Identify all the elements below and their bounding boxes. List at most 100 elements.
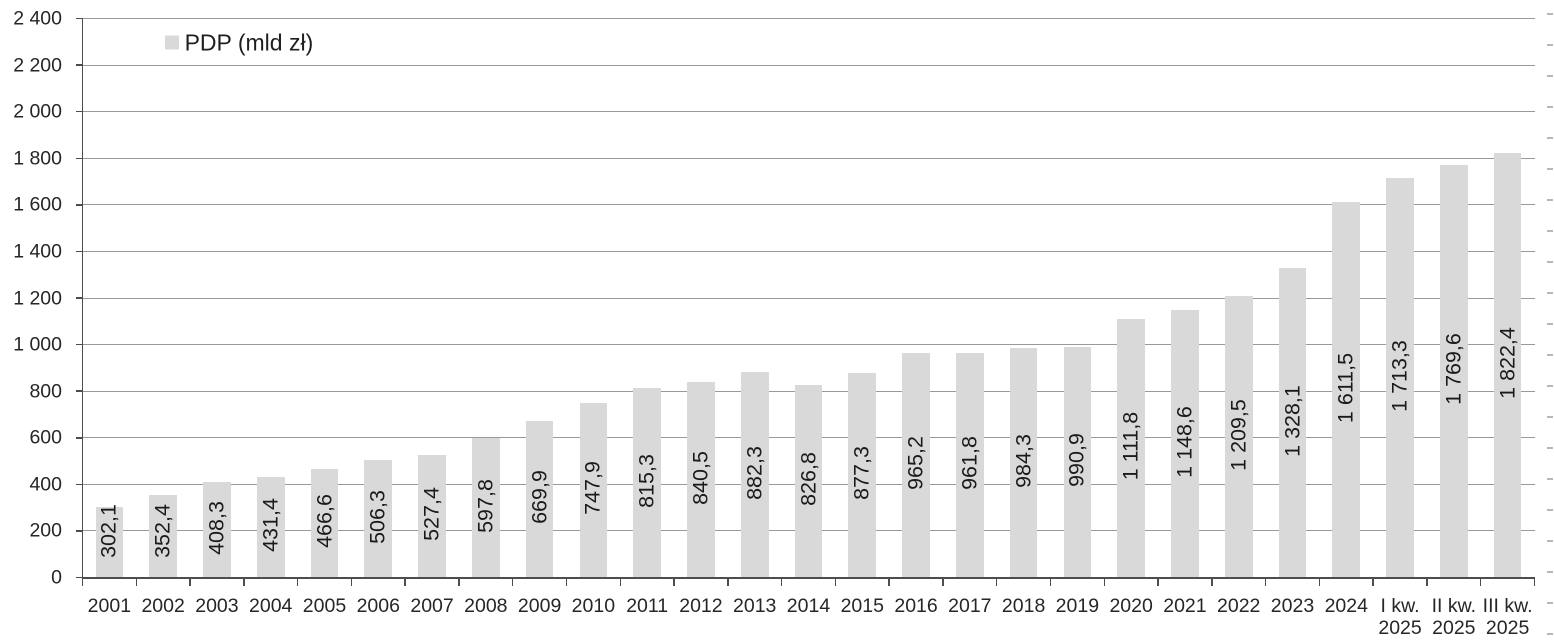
x-axis-category-label-line: 2014: [786, 594, 831, 617]
secondary-axis-tick: [1547, 230, 1553, 232]
bar-value-label: 747,9: [580, 461, 605, 516]
y-axis-tick-label: 200: [29, 519, 62, 542]
x-axis-category-label: 2019: [1056, 595, 1099, 618]
x-axis-category-label-line: 2011: [626, 594, 669, 617]
x-axis-tick: [404, 576, 406, 586]
x-axis-category-label-line: 2019: [1055, 594, 1100, 617]
x-axis-category-label: 2007: [410, 595, 453, 618]
x-axis-tick: [942, 576, 944, 586]
secondary-axis-tick: [1547, 75, 1553, 77]
y-axis-tick-label: 400: [29, 473, 62, 496]
y-axis-tick-label: 800: [29, 379, 62, 402]
x-axis-line: [82, 576, 1535, 579]
x-axis-category-label: 2015: [841, 595, 884, 618]
secondary-axis-tick: [1547, 13, 1553, 15]
bar-value-label: 826,8: [795, 452, 820, 507]
secondary-axis-tick: [1547, 199, 1553, 201]
bar-value-label: 1 611,5: [1333, 352, 1358, 423]
x-axis-category-label-line: 2002: [141, 594, 185, 617]
x-axis-category-label: 2023: [1271, 595, 1314, 618]
x-axis-tick: [81, 576, 84, 586]
x-axis-tick: [1103, 576, 1106, 586]
y-axis-tick-label: 2 200: [13, 53, 62, 76]
x-axis-tick: [1264, 576, 1267, 586]
bar-value-label: 1 111,8: [1118, 411, 1143, 481]
x-axis-tick: [1211, 576, 1213, 586]
secondary-axis-tick: [1547, 385, 1553, 387]
bar-value-label: 840,5: [688, 450, 713, 505]
bar: [1009, 348, 1038, 578]
x-axis-category-label: 2013: [733, 595, 776, 618]
bar-value-label: 527,4: [419, 487, 444, 541]
gridline: [82, 297, 1535, 299]
bar: [525, 421, 554, 578]
x-axis-category-label-line: 2008: [464, 594, 508, 617]
bar: [579, 403, 608, 578]
y-axis-tick-label: 0: [51, 566, 62, 589]
secondary-axis-tick: [1547, 354, 1553, 356]
x-axis-tick: [1049, 576, 1052, 586]
x-axis-tick: [727, 576, 729, 586]
x-axis-category-label-line: 2024: [1324, 594, 1368, 617]
bar-value-label: 506,3: [365, 489, 390, 544]
x-axis-tick: [565, 576, 568, 586]
bar: [1493, 153, 1522, 578]
y-axis-tick: [75, 483, 83, 486]
y-axis-tick-label: 1 600: [13, 193, 62, 216]
y-axis-line: [81, 18, 84, 578]
x-axis-category-label-line: III kw.: [1482, 594, 1533, 617]
secondary-axis-tick: [1547, 44, 1553, 46]
bar: [687, 381, 715, 578]
x-axis-category-label: 2004: [249, 595, 292, 618]
y-axis-tick-label: 2 000: [13, 100, 62, 123]
bar: [203, 482, 231, 578]
bar: [1224, 295, 1253, 578]
x-axis-category-label-line: 2017: [948, 594, 992, 617]
y-axis-tick: [75, 204, 83, 206]
bar-value-label: 1 148,6: [1172, 405, 1197, 478]
secondary-axis-tick: [1547, 447, 1553, 449]
bar: [1440, 165, 1468, 578]
legend: PDP (mld zł): [165, 31, 313, 54]
bar: [1171, 309, 1199, 578]
y-axis-tick-label: 1 000: [13, 333, 62, 356]
secondary-axis-tick: [1547, 602, 1553, 604]
x-axis-category-label: 2005: [303, 595, 346, 618]
x-axis-category-label-line: 2025: [1432, 617, 1476, 639]
x-axis-category-label: 2011: [626, 595, 668, 618]
bar: [1117, 318, 1145, 578]
x-axis-category-label-line: I kw.: [1380, 594, 1420, 617]
x-axis-tick: [1533, 576, 1536, 586]
bar: [310, 468, 339, 578]
x-axis-category-label-line: 2003: [195, 594, 239, 617]
bar: [740, 371, 769, 578]
secondary-axis-tick: [1547, 261, 1553, 263]
x-axis-category-label-line: 2018: [1001, 594, 1046, 617]
bar-value-label: 466,6: [311, 494, 336, 549]
gridline: [82, 250, 1535, 252]
x-axis-tick: [1157, 576, 1159, 586]
bar-value-label: 1 713,3: [1387, 340, 1412, 412]
gridline: [82, 157, 1535, 159]
bar-value-label: 352,4: [150, 504, 175, 558]
x-axis-category-label-line: 2013: [733, 594, 777, 617]
bar: [1386, 178, 1414, 578]
bar-value-label: 1 822,4: [1494, 327, 1519, 400]
x-axis-category-label: III kw. 2025: [1483, 595, 1533, 640]
secondary-axis-tick: [1547, 633, 1553, 635]
bar-value-label: 669,9: [526, 470, 551, 525]
y-axis-tick-label: 2 400: [13, 7, 62, 30]
secondary-axis-tick: [1547, 168, 1553, 170]
x-axis-category-label-line: 2015: [840, 594, 884, 617]
x-axis-category-label: I kw. 2025: [1378, 595, 1421, 640]
bar: [472, 438, 500, 578]
y-axis-tick: [75, 390, 83, 392]
bar-value-label: 815,3: [634, 453, 659, 508]
x-axis-tick: [673, 576, 675, 586]
x-axis-tick: [619, 576, 622, 586]
gridline: [82, 111, 1535, 113]
secondary-axis-tick: [1547, 323, 1553, 325]
bar-value-label: 961,8: [957, 436, 982, 491]
y-axis-tick: [75, 157, 83, 159]
bar-value-label: 877,3: [849, 446, 874, 501]
